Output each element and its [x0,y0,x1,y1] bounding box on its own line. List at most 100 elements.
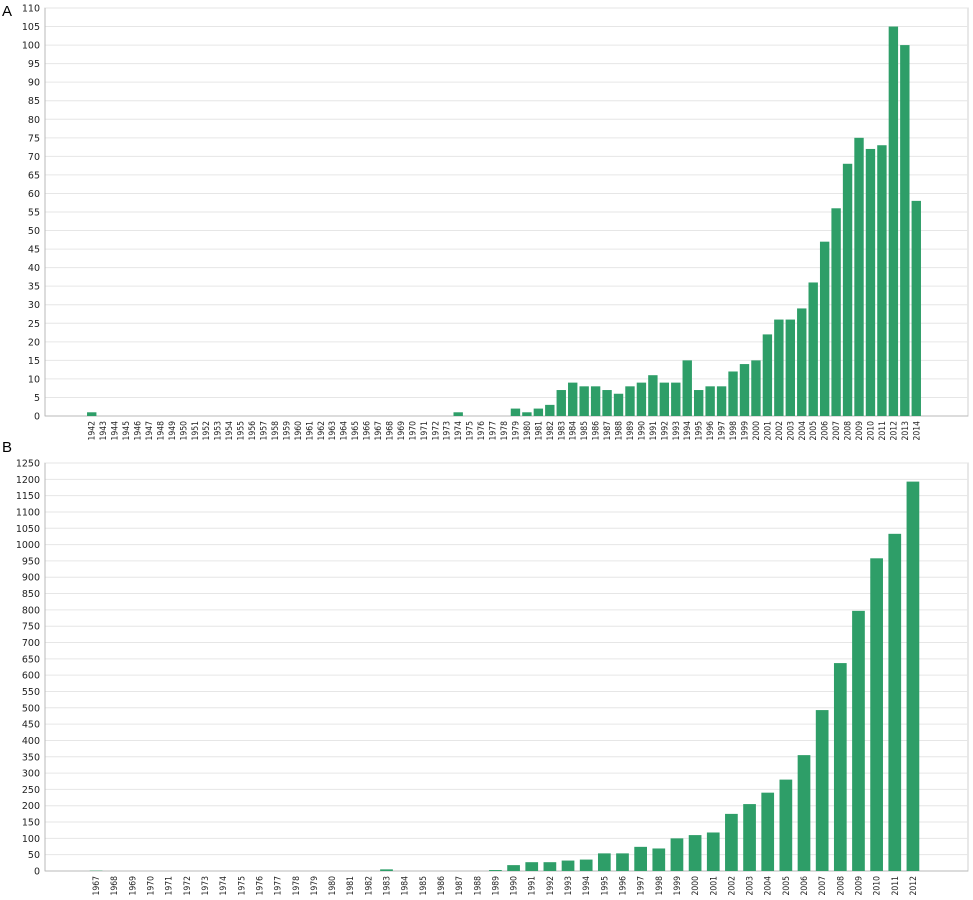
x-tick-label: 2005 [782,876,792,896]
x-tick-label: 2004 [764,876,774,896]
bar-2008 [842,163,853,416]
y-tick-label: 65 [28,170,40,181]
bar-1999 [739,364,750,416]
x-tick-label: 1993 [564,876,574,896]
x-tick-label: 1955 [237,421,247,441]
x-tick-label: 1980 [523,421,533,441]
x-tick-label: 1998 [729,421,739,441]
x-tick-label: 1957 [260,421,270,441]
x-tick-label: 1964 [340,421,350,441]
x-tick-label: 1997 [637,876,647,896]
x-tick-label: 1963 [328,421,338,441]
x-tick-label: 1966 [363,421,373,441]
x-tick-label: 1979 [511,421,521,441]
x-tick-label: 2009 [855,421,865,441]
bar-1998 [728,371,738,416]
x-tick-label: 1956 [248,421,258,441]
y-tick-label: 1000 [16,540,40,551]
x-tick-label: 2005 [809,421,819,441]
bar-2011 [877,145,887,416]
x-tick-label: 1996 [706,421,716,441]
x-tick-label: 1977 [489,421,499,441]
x-tick-label: 1948 [156,421,166,441]
x-tick-label: 1989 [491,876,501,896]
x-tick-label: 1983 [557,421,567,441]
bar-2004 [761,792,775,871]
bar-1996 [616,853,629,871]
x-tick-label: 1991 [649,421,659,441]
x-tick-label: 1947 [145,421,155,441]
y-tick-label: 0 [34,412,40,423]
x-tick-label: 1958 [271,421,281,441]
x-tick-label: 1962 [317,421,327,441]
x-tick-label: 1985 [580,421,590,441]
x-tick-label: 1954 [225,421,235,441]
x-tick-label: 1971 [420,421,430,441]
x-tick-label: 2002 [775,421,785,441]
x-tick-label: 2001 [763,421,773,441]
x-tick-label: 1967 [374,421,384,441]
x-tick-label: 1946 [134,421,144,441]
x-tick-label: 1990 [637,421,647,441]
bar-1983 [556,390,566,416]
y-tick-label: 5 [34,393,40,404]
x-tick-label: 1984 [401,876,411,896]
x-tick-label: 2013 [901,421,911,441]
bar-1995 [693,390,704,416]
x-tick-label: 1942 [88,421,98,441]
x-tick-label: 1998 [655,876,665,896]
bar-1999 [670,838,684,871]
x-tick-label: 2006 [821,421,831,441]
bar-2006 [797,755,811,871]
x-tick-label: 1952 [202,421,212,441]
bar-1989 [625,386,635,416]
x-tick-label: 1976 [477,421,487,441]
x-tick-label: 2003 [746,876,756,896]
y-tick-label: 1100 [16,507,40,518]
y-tick-label: 900 [22,573,40,584]
y-tick-label: 200 [22,801,40,812]
y-tick-label: 50 [28,226,40,237]
x-tick-label: 2009 [854,876,864,896]
bar-1942 [87,412,97,416]
y-tick-label: 90 [28,78,40,89]
x-tick-label: 1959 [282,421,292,441]
bar-2001 [706,832,720,871]
x-tick-label: 1950 [179,421,189,441]
y-tick-label: 950 [22,556,40,567]
x-tick-label: 1991 [528,876,538,896]
bar-1990 [507,865,520,871]
bar-1982 [545,404,555,416]
y-tick-label: 35 [28,282,40,293]
x-tick-label: 1997 [718,421,728,441]
x-tick-label: 1968 [110,876,120,896]
x-tick-label: 1982 [546,421,556,441]
x-tick-label: 1995 [600,876,610,896]
bar-2014 [911,200,921,416]
x-tick-label: 1960 [294,421,304,441]
bar-2003 [743,804,756,871]
y-tick-label: 1200 [16,475,40,486]
plot-frame [44,462,969,872]
x-tick-label: 1974 [219,876,229,896]
y-tick-label: 100 [22,834,40,845]
x-tick-label: 1992 [546,876,556,896]
y-tick-label: 40 [28,263,40,274]
y-tick-label: 350 [22,752,40,763]
panel-label: B [2,439,12,456]
y-tick-label: 300 [22,769,40,780]
bar-2007 [815,710,829,871]
y-tick-label: 850 [22,589,40,600]
panel-a: A 0 5 10 15 20 25 30 35 40 45 50 55 60 65 70 75 80 85 90 95 1… [2,3,969,441]
bar-2005 [808,282,818,416]
bar-2004 [797,308,807,416]
bar-1985 [579,386,589,416]
x-tick-label: 1986 [592,421,602,441]
x-tick-label: 2011 [891,876,901,896]
x-tick-label: 1975 [466,421,476,441]
x-tick-label: 2000 [752,421,762,441]
x-tick-label: 1988 [615,421,625,441]
y-tick-label: 20 [28,337,40,348]
bar-2008 [833,663,847,871]
